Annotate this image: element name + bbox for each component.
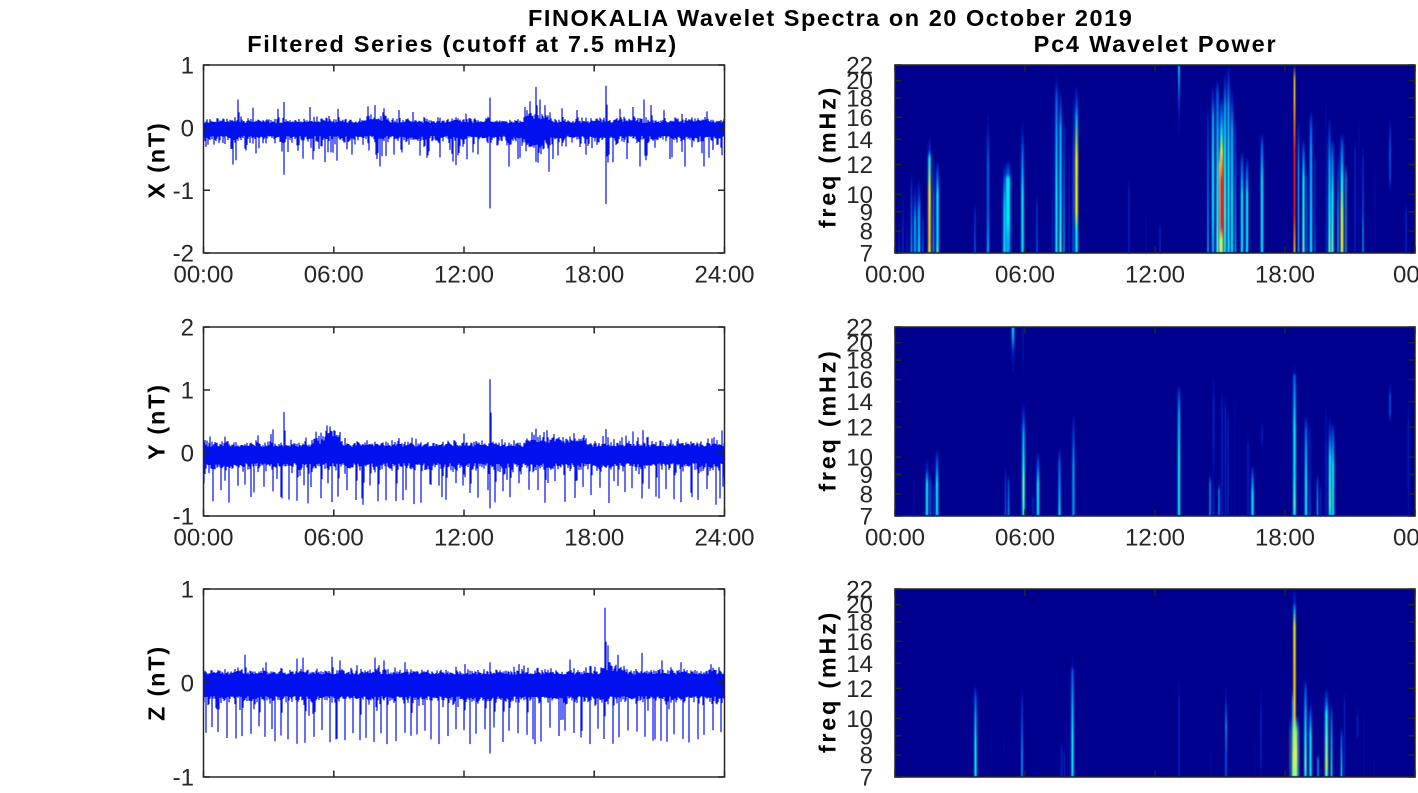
svg-text:00:00: 00:00 xyxy=(173,525,233,552)
svg-text:14: 14 xyxy=(846,651,873,678)
svg-text:24:00: 24:00 xyxy=(694,525,754,552)
svg-text:18: 18 xyxy=(846,348,873,375)
svg-text:18:00: 18:00 xyxy=(1255,525,1315,552)
svg-text:-1: -1 xyxy=(173,504,194,531)
svg-text:1: 1 xyxy=(181,53,194,80)
svg-text:12:00: 12:00 xyxy=(434,525,494,552)
svg-text:18: 18 xyxy=(846,610,873,637)
svg-text:-1: -1 xyxy=(173,765,194,788)
svg-text:00:00: 00:00 xyxy=(173,262,233,289)
svg-text:12:00: 12:00 xyxy=(434,262,494,289)
svg-text:Filtered Series (cutoff at 7.5: Filtered Series (cutoff at 7.5 mHz) xyxy=(247,31,678,57)
svg-text:freq (mHz): freq (mHz) xyxy=(815,85,841,228)
svg-text:9: 9 xyxy=(860,723,873,750)
svg-text:12:00: 12:00 xyxy=(1125,525,1185,552)
svg-text:7: 7 xyxy=(860,765,873,788)
svg-text:0: 0 xyxy=(181,441,194,468)
svg-text:0: 0 xyxy=(181,671,194,698)
svg-text:10: 10 xyxy=(846,445,873,472)
svg-text:FINOKALIA Wavelet Spectra on 2: FINOKALIA Wavelet Spectra on 20 October … xyxy=(528,5,1133,31)
svg-text:12: 12 xyxy=(846,415,873,442)
svg-text:freq (mHz): freq (mHz) xyxy=(815,348,841,491)
svg-text:06:00: 06:00 xyxy=(304,525,364,552)
svg-text:00:00: 00:00 xyxy=(1393,262,1418,289)
svg-text:-1: -1 xyxy=(173,178,194,205)
svg-text:24:00: 24:00 xyxy=(694,262,754,289)
svg-text:22: 22 xyxy=(846,577,873,604)
svg-text:16: 16 xyxy=(846,367,873,394)
svg-text:freq (mHz): freq (mHz) xyxy=(815,610,841,753)
svg-text:12:00: 12:00 xyxy=(1125,262,1185,289)
svg-text:00:00: 00:00 xyxy=(1393,525,1418,552)
svg-text:06:00: 06:00 xyxy=(995,262,1055,289)
svg-text:2: 2 xyxy=(181,315,194,342)
svg-text:Y (nT): Y (nT) xyxy=(144,383,170,460)
svg-text:22: 22 xyxy=(846,315,873,342)
svg-text:9: 9 xyxy=(860,199,873,226)
svg-text:20: 20 xyxy=(846,68,873,95)
svg-text:12: 12 xyxy=(846,676,873,703)
svg-text:20: 20 xyxy=(846,330,873,357)
svg-text:18:00: 18:00 xyxy=(564,262,624,289)
svg-text:00:00: 00:00 xyxy=(865,262,925,289)
svg-text:-2: -2 xyxy=(173,241,194,268)
svg-text:16: 16 xyxy=(846,105,873,132)
svg-text:18: 18 xyxy=(846,86,873,113)
svg-text:06:00: 06:00 xyxy=(995,525,1055,552)
svg-text:0: 0 xyxy=(181,115,194,142)
svg-text:Pc4 Wavelet Power: Pc4 Wavelet Power xyxy=(1034,31,1278,57)
svg-text:18:00: 18:00 xyxy=(1255,262,1315,289)
svg-text:X (nT): X (nT) xyxy=(144,121,170,198)
svg-text:14: 14 xyxy=(846,389,873,416)
svg-text:14: 14 xyxy=(846,127,873,154)
svg-text:8: 8 xyxy=(860,219,873,246)
svg-text:10: 10 xyxy=(846,706,873,733)
svg-text:1: 1 xyxy=(181,378,194,405)
svg-text:1: 1 xyxy=(181,577,194,604)
svg-text:10: 10 xyxy=(846,182,873,209)
svg-text:7: 7 xyxy=(860,241,873,268)
svg-text:8: 8 xyxy=(860,482,873,509)
svg-text:18:00: 18:00 xyxy=(564,525,624,552)
svg-text:12: 12 xyxy=(846,152,873,179)
svg-text:20: 20 xyxy=(846,592,873,619)
svg-text:8: 8 xyxy=(860,743,873,770)
svg-text:7: 7 xyxy=(860,504,873,531)
svg-text:06:00: 06:00 xyxy=(304,262,364,289)
svg-text:Z (nT): Z (nT) xyxy=(144,645,170,721)
svg-text:9: 9 xyxy=(860,462,873,489)
svg-text:16: 16 xyxy=(846,629,873,656)
svg-text:22: 22 xyxy=(846,53,873,80)
svg-text:00:00: 00:00 xyxy=(865,525,925,552)
